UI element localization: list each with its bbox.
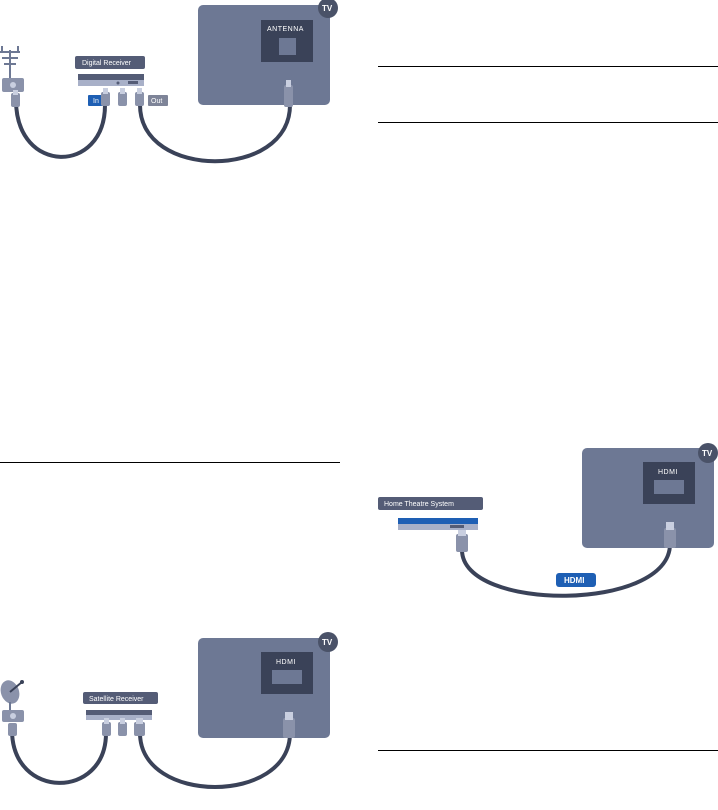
section-divider-r1 [378,66,718,67]
satellite-dish-icon [0,678,24,712]
receiver-plugs [101,88,144,106]
sat-receiver-plugs [102,718,145,736]
satellite-receiver-label: Satellite Receiver [89,696,144,703]
home-theatre-label: Home Theatre System [384,501,454,508]
cable-dish-to-receiver [12,730,106,783]
cable-antenna-to-receiver [16,100,105,157]
hdmi-port-label: HDMI [276,659,296,666]
antenna-icon [0,46,20,78]
hdmi-cable-label: HDMI [564,576,584,585]
section-divider-left [0,462,340,463]
out-tag: Out [148,95,168,106]
hts-plug [456,534,468,552]
digital-receiver-label: Digital Receiver [82,60,132,67]
tv-unit: ANTENNA TV [198,0,338,107]
cable-hts-to-tv [462,544,670,596]
digital-receiver: Digital Receiver [75,56,145,86]
diagram-digital-receiver: ANTENNA TV Digital Receiver In [0,0,340,190]
tv-badge-3: TV [702,449,713,458]
tv-unit-2: HDMI TV [198,632,338,738]
hdmi-port-label-3: HDMI [658,469,678,476]
section-divider-r3 [378,750,718,751]
cable-receiver-to-tv-hdmi [140,733,290,787]
antenna-port-label: ANTENNA [267,26,304,33]
hdmi-cable-tag: HDMI [556,573,596,587]
cable-receiver-to-tv [140,105,290,161]
diagram-home-theatre: HDMI TV Home Theatre System HDMI [378,442,718,622]
tv-badge: TV [322,4,333,13]
home-theatre-system: Home Theatre System [378,497,483,530]
diagram-satellite-receiver: HDMI TV Satellite Receiver [0,630,340,810]
tv-badge-2: TV [322,638,333,647]
section-divider-r2 [378,122,718,123]
satellite-receiver: Satellite Receiver [83,692,158,720]
out-label: Out [151,98,162,105]
in-label: In [93,98,99,105]
tv-unit-3: HDMI TV [582,443,718,548]
